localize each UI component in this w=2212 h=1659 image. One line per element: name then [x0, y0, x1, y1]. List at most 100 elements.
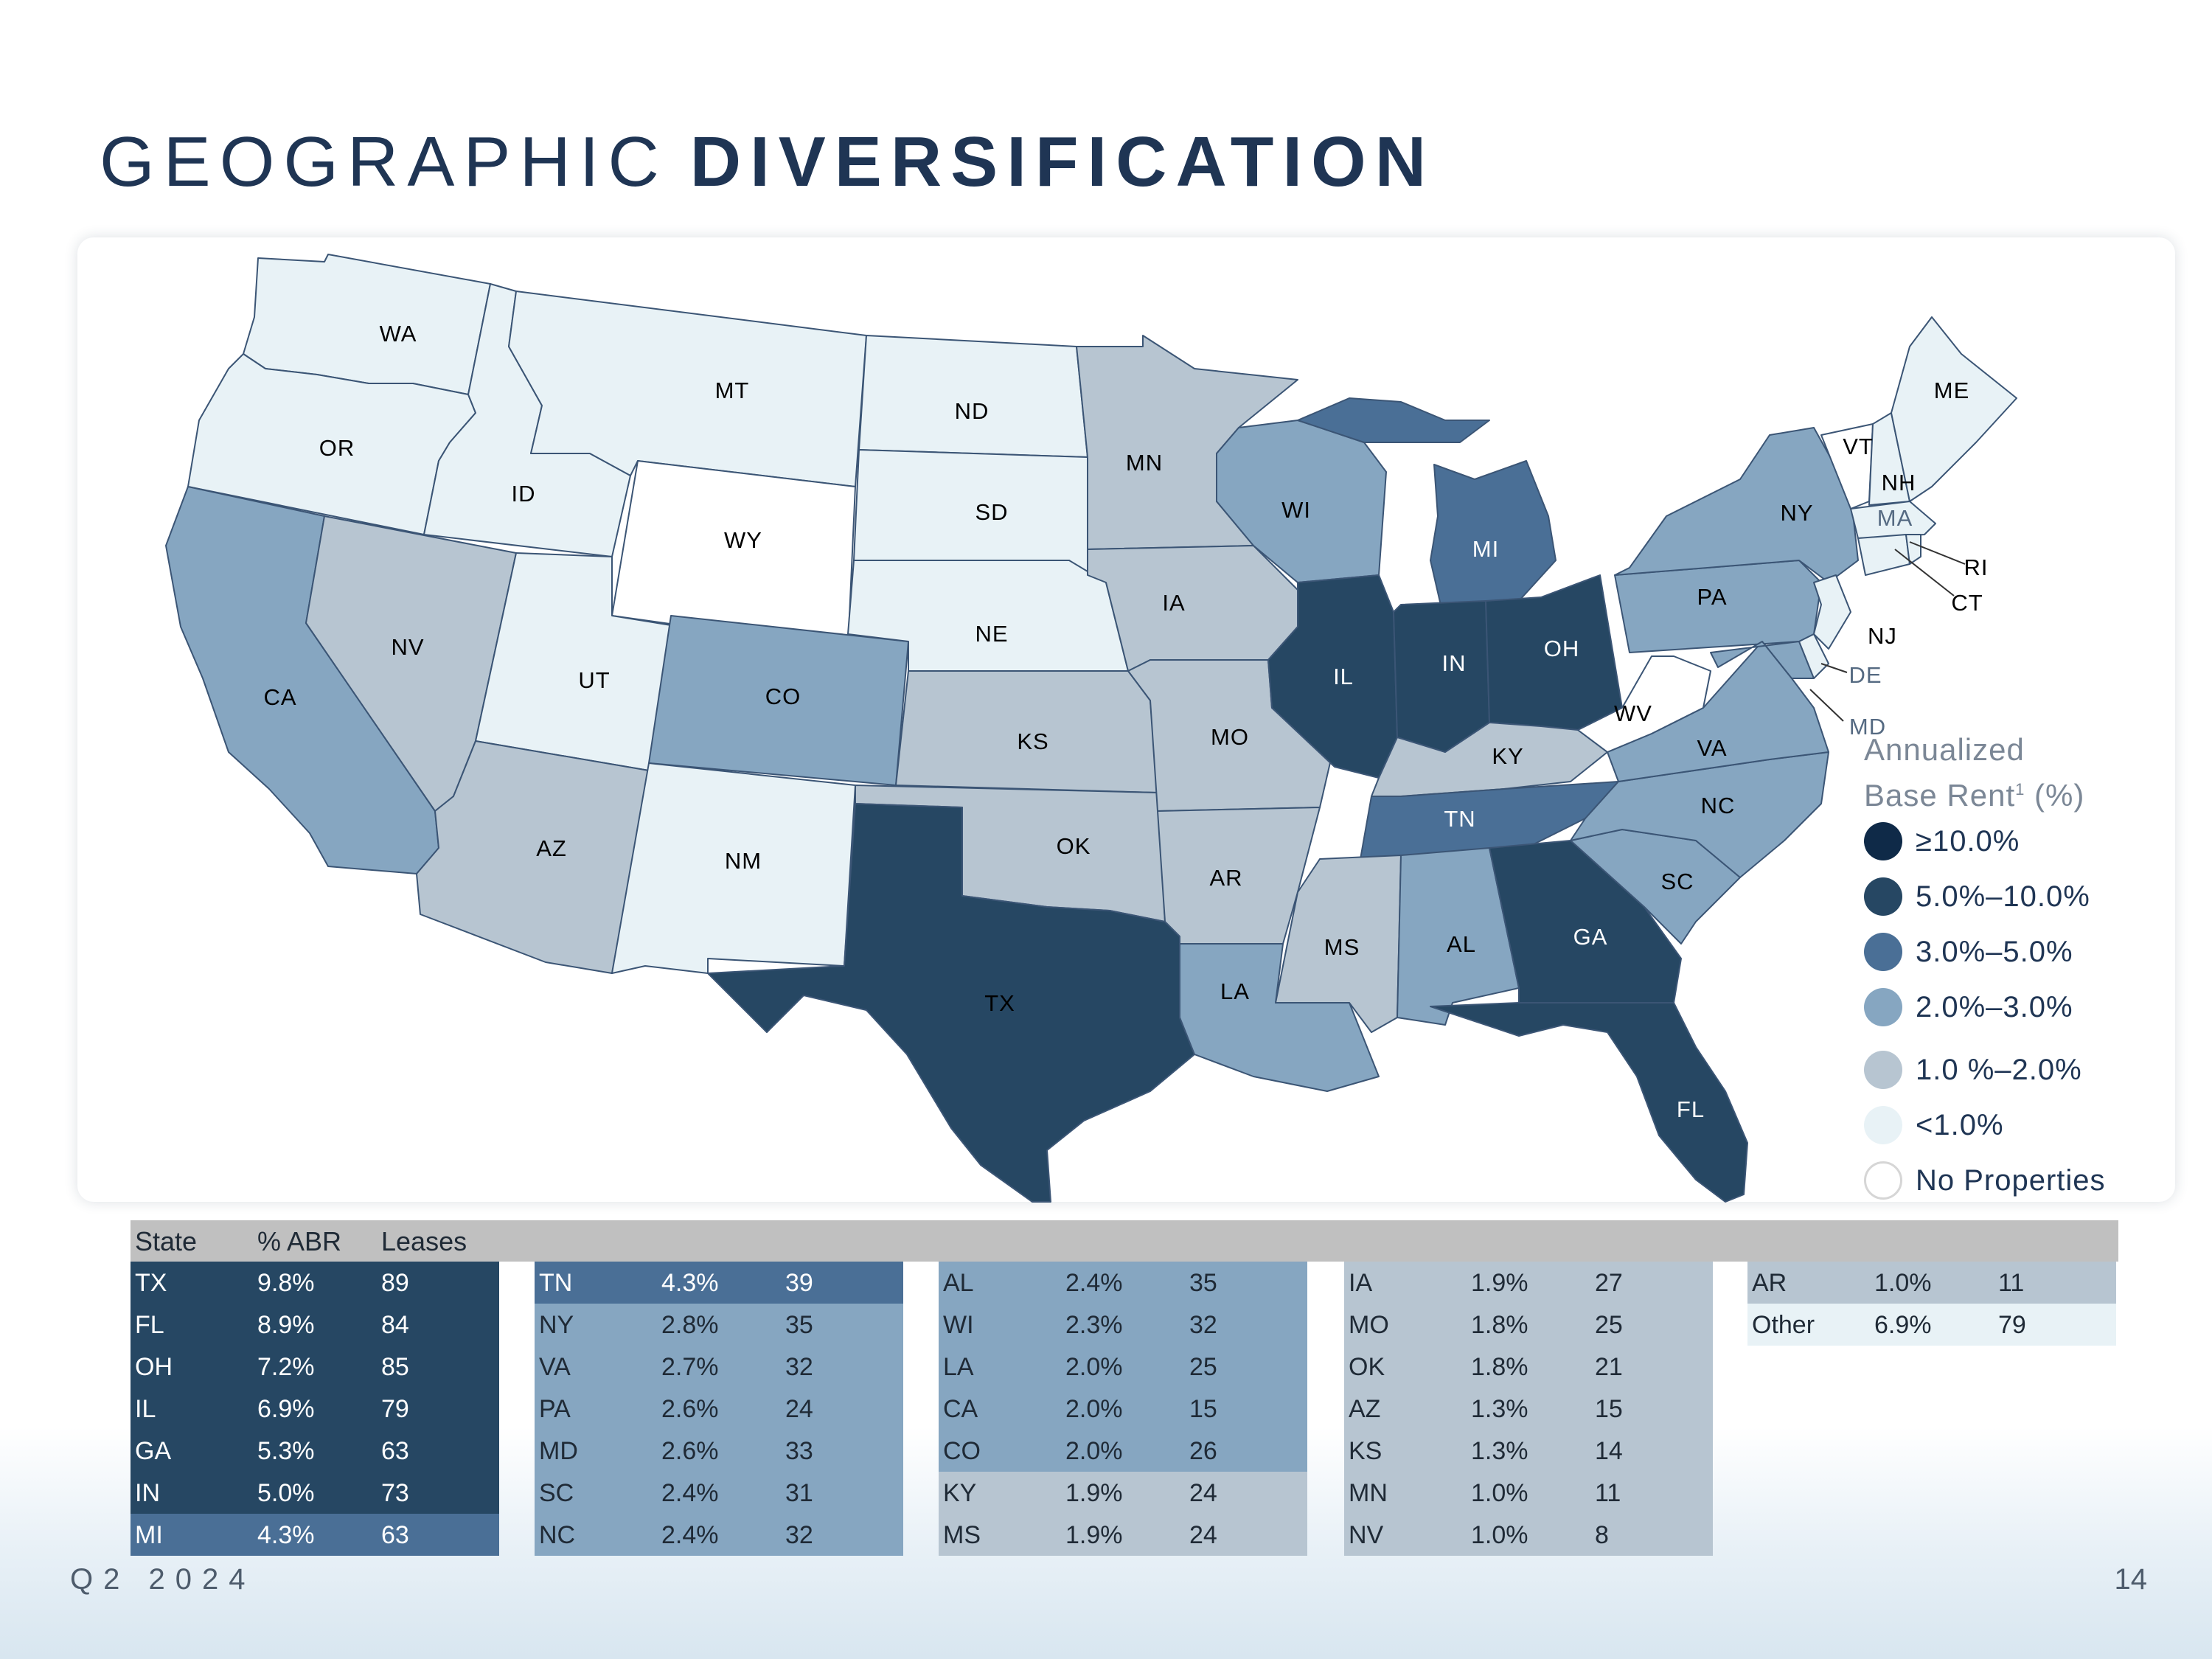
table-row: KS 1.3% 14: [1344, 1430, 1713, 1472]
state-mi[interactable]: [1297, 397, 1557, 609]
map-label-ca: CA: [263, 684, 296, 710]
cell-state: OH: [135, 1353, 173, 1381]
state-fl[interactable]: [1430, 1002, 1748, 1203]
title-bold: DIVERSIFICATION: [689, 122, 1436, 201]
cell-abr: 2.6%: [661, 1395, 719, 1423]
cell-state: SC: [539, 1479, 574, 1507]
state-tx[interactable]: [707, 803, 1195, 1203]
header-state: State: [135, 1226, 198, 1256]
legend-label: 2.0%–3.0%: [1916, 991, 2073, 1023]
map-label-la: LA: [1220, 978, 1250, 1004]
state-ma[interactable]: [1850, 501, 1936, 539]
table-column: TN 4.3% 39 NY 2.8% 35 VA 2.7% 32 PA 2.6% 24 MD 2.6% 33…: [535, 1262, 903, 1556]
cell-leases: 11: [1595, 1479, 1621, 1507]
cell-abr: 2.4%: [661, 1521, 719, 1549]
cell-abr: 9.8%: [257, 1269, 315, 1297]
state-sd[interactable]: [853, 449, 1088, 576]
legend-swatch: [1864, 933, 1902, 971]
cell-leases: 15: [1189, 1395, 1217, 1423]
state-nj[interactable]: [1813, 574, 1851, 650]
state-nm[interactable]: [611, 762, 856, 974]
cell-abr: 4.3%: [661, 1269, 719, 1297]
cell-state: OK: [1349, 1353, 1385, 1381]
map-label-mi: MI: [1472, 536, 1499, 562]
cell-leases: 35: [1189, 1269, 1217, 1297]
state-in[interactable]: [1393, 600, 1490, 753]
state-nd[interactable]: [858, 335, 1088, 458]
state-wy[interactable]: [611, 460, 856, 650]
cell-leases: 79: [1998, 1311, 2026, 1339]
state-de[interactable]: [1798, 633, 1829, 679]
map-label-ri: RI: [1964, 554, 1989, 580]
cell-leases: 32: [785, 1353, 813, 1381]
map-label-tn: TN: [1444, 806, 1475, 832]
legend-title-suffix: (%): [2025, 778, 2085, 813]
cell-state: MD: [539, 1437, 578, 1465]
map-label-ma: MA: [1877, 505, 1913, 531]
legend-label: ≥10.0%: [1916, 825, 2020, 858]
table-row: MD 2.6% 33: [535, 1430, 903, 1472]
cell-abr: 6.9%: [257, 1395, 315, 1423]
cell-state: KS: [1349, 1437, 1382, 1465]
cell-state: MN: [1349, 1479, 1388, 1507]
legend-swatch: [1864, 822, 1902, 860]
map-label-in: IN: [1442, 650, 1467, 676]
table-row: MI 4.3% 63: [131, 1514, 499, 1556]
table-row: AR 1.0% 11: [1747, 1262, 2116, 1304]
footer-page-number: 14: [2114, 1563, 2148, 1596]
legend-title-line2: Base Rent: [1864, 778, 2016, 813]
cell-abr: 2.8%: [661, 1311, 719, 1339]
cell-state: MS: [943, 1521, 981, 1549]
table-row: IA 1.9% 27: [1344, 1262, 1713, 1304]
map-label-nm: NM: [725, 848, 762, 874]
map-label-mt: MT: [715, 378, 750, 403]
page-title: GEOGRAPHIC DIVERSIFICATION: [100, 122, 1435, 203]
cell-abr: 2.3%: [1065, 1311, 1123, 1339]
map-label-ar: AR: [1209, 865, 1242, 891]
table-header: State % ABR Leases: [131, 1220, 2118, 1262]
map-label-wv: WV: [1614, 700, 1652, 726]
cell-leases: 39: [785, 1269, 813, 1297]
table-row: Other 6.9% 79: [1747, 1304, 2116, 1346]
cell-leases: 35: [785, 1311, 813, 1339]
state-il[interactable]: [1267, 574, 1398, 779]
state-wv[interactable]: [1577, 655, 1711, 753]
table-row: CA 2.0% 15: [939, 1388, 1307, 1430]
cell-state: KY: [943, 1479, 977, 1507]
state-ny[interactable]: [1614, 427, 1859, 583]
cell-state: IL: [135, 1395, 156, 1423]
map-label-wy: WY: [724, 527, 762, 553]
cell-abr: 1.0%: [1874, 1269, 1932, 1297]
table-row: GA 5.3% 63: [131, 1430, 499, 1472]
map-label-ga: GA: [1573, 924, 1608, 950]
cell-leases: 26: [1189, 1437, 1217, 1465]
map-label-pa: PA: [1697, 584, 1727, 610]
cell-abr: 2.0%: [1065, 1437, 1123, 1465]
cell-state: NV: [1349, 1521, 1384, 1549]
table-row: MS 1.9% 24: [939, 1514, 1307, 1556]
cell-leases: 32: [785, 1521, 813, 1549]
table-column: AR 1.0% 11 Other 6.9% 79: [1747, 1262, 2116, 1346]
map-label-id: ID: [512, 481, 536, 507]
table-row: NY 2.8% 35: [535, 1304, 903, 1346]
cell-state: NC: [539, 1521, 576, 1549]
state-la[interactable]: [1179, 943, 1380, 1092]
cell-abr: 4.3%: [257, 1521, 315, 1549]
table-row: PA 2.6% 24: [535, 1388, 903, 1430]
map-label-az: AZ: [536, 835, 567, 861]
state-wi[interactable]: [1216, 420, 1387, 583]
map-label-ut: UT: [578, 667, 610, 693]
table-row: AL 2.4% 35: [939, 1262, 1307, 1304]
cell-state: PA: [539, 1395, 571, 1423]
state-me[interactable]: [1891, 316, 2017, 502]
cell-leases: 25: [1595, 1311, 1623, 1339]
table-row: AZ 1.3% 15: [1344, 1388, 1713, 1430]
cell-leases: 27: [1595, 1269, 1623, 1297]
cell-abr: 1.0%: [1471, 1521, 1528, 1549]
map-label-mn: MN: [1126, 450, 1163, 476]
cell-abr: 7.2%: [257, 1353, 315, 1381]
cell-abr: 8.9%: [257, 1311, 315, 1339]
table-row: OK 1.8% 21: [1344, 1346, 1713, 1388]
table-column: IA 1.9% 27 MO 1.8% 25 OK 1.8% 21 AZ 1.3% 15 KS 1.3% 14…: [1344, 1262, 1713, 1556]
cell-state: VA: [539, 1353, 571, 1381]
